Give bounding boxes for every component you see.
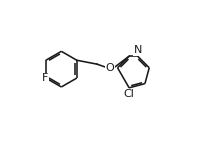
Text: N: N bbox=[133, 45, 142, 55]
Text: F: F bbox=[42, 73, 48, 83]
Text: O: O bbox=[105, 64, 114, 73]
Text: Cl: Cl bbox=[124, 89, 135, 99]
